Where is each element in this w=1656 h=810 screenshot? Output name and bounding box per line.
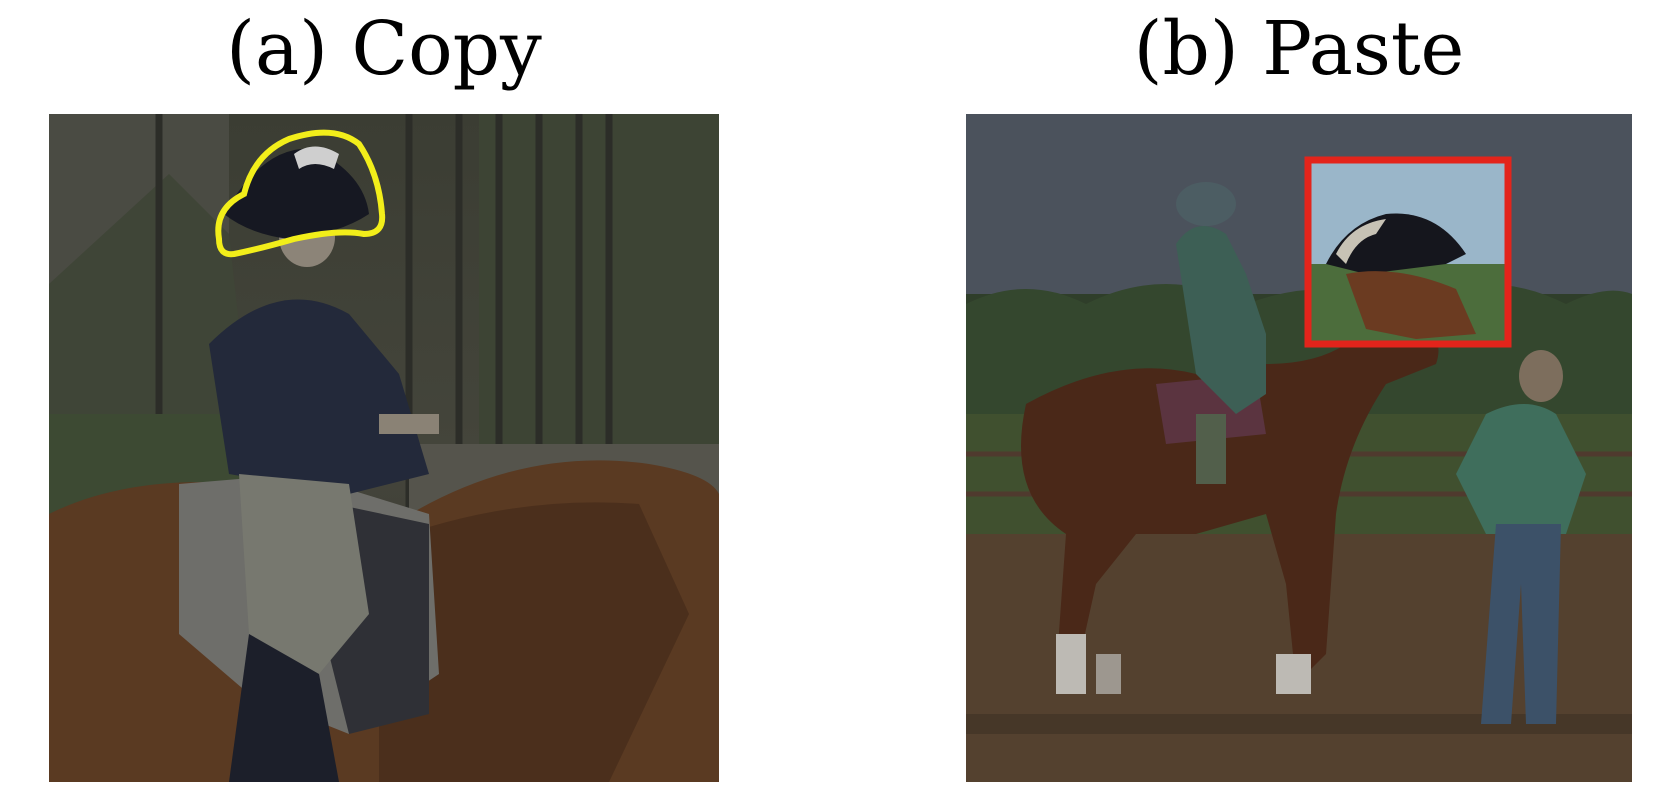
panel-b-title: (b) Paste	[1133, 6, 1465, 92]
copy-outline	[215, 129, 386, 258]
copy-photo	[49, 114, 719, 782]
paste-box	[1304, 156, 1512, 348]
horse-rider-photo-icon	[966, 114, 1632, 782]
paste-photo	[966, 114, 1632, 782]
horse-rider-photo-icon	[49, 114, 719, 782]
panel-a-title: (a) Copy	[226, 6, 542, 92]
